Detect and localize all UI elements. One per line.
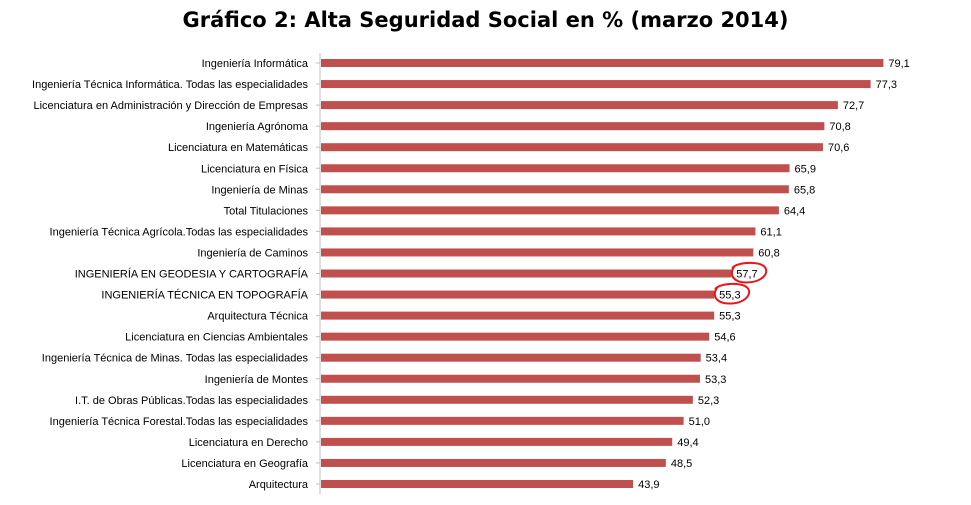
chart-title: Gráfico 2: Alta Seguridad Social en % (m… — [182, 8, 789, 32]
data-label: 65,8 — [794, 184, 815, 196]
bar — [321, 227, 756, 236]
bar — [321, 122, 825, 131]
data-label: 48,5 — [671, 458, 692, 470]
bar — [321, 480, 634, 488]
bar — [321, 269, 732, 278]
bar — [321, 437, 673, 446]
data-label: 70,8 — [829, 121, 850, 133]
category-label: Arquitectura Técnica — [207, 311, 309, 323]
bar — [321, 290, 715, 299]
category-label: Licenciatura en Matemáticas — [168, 142, 309, 154]
bar — [321, 185, 789, 194]
data-label: 70,6 — [828, 142, 849, 154]
data-label: 60,8 — [758, 247, 779, 259]
data-label: 65,9 — [795, 163, 816, 175]
bar — [321, 416, 684, 425]
bar — [321, 248, 754, 257]
category-label: I.T. de Obras Públicas.Todas las especia… — [75, 395, 308, 407]
bar — [321, 59, 884, 67]
data-label: 51,0 — [689, 416, 710, 428]
category-label: Total Titulaciones — [224, 205, 309, 217]
data-label: 54,6 — [714, 332, 735, 344]
category-label: Ingeniería Informática — [202, 58, 309, 70]
data-label: 61,1 — [760, 226, 781, 238]
bar — [321, 206, 779, 215]
highlight-circle — [730, 261, 768, 284]
category-label: Licenciatura en Administración y Direcci… — [33, 100, 308, 112]
data-label: 49,4 — [677, 437, 698, 449]
bar — [321, 332, 710, 341]
category-label: Ingeniería Técnica Agrícola.Todas las es… — [50, 226, 309, 238]
bar — [321, 143, 823, 152]
category-label: Arquitectura — [249, 479, 309, 491]
category-label: Ingeniería Técnica Informática. Todas la… — [32, 79, 308, 91]
bar — [321, 164, 790, 173]
highlight-circle — [713, 282, 751, 305]
data-label: 52,3 — [698, 395, 719, 407]
category-label: Licenciatura en Geografía — [181, 458, 308, 470]
category-label: INGENIERÍA TÉCNICA EN TOPOGRAFÍA — [101, 289, 308, 302]
data-label: 53,4 — [706, 353, 727, 365]
data-label: 79,1 — [888, 58, 909, 70]
category-label: Licenciatura en Ciencias Ambientales — [125, 332, 308, 344]
bar — [321, 101, 838, 110]
category-label: Licenciatura en Derecho — [189, 437, 308, 449]
category-label: Ingeniería de Minas — [211, 184, 308, 196]
data-label: 55,3 — [719, 290, 740, 302]
bar — [321, 311, 715, 320]
category-label: Ingeniería Técnica de Minas. Todas las e… — [42, 353, 309, 365]
bar — [321, 374, 700, 383]
data-label: 55,3 — [719, 311, 740, 323]
data-label: 53,3 — [705, 374, 726, 386]
category-label: INGENIERÍA EN GEODESIA Y CARTOGRAFÍA — [75, 268, 309, 281]
data-label: 43,9 — [638, 479, 659, 491]
data-label: 64,4 — [784, 205, 805, 217]
category-label: Ingeniería Agrónoma — [206, 121, 309, 133]
data-label: 57,7 — [736, 269, 757, 281]
bar — [321, 458, 666, 467]
data-label: 77,3 — [876, 79, 897, 91]
category-label: Ingeniería de Montes — [205, 374, 309, 386]
category-label: Ingeniería Técnica Forestal.Todas las es… — [50, 416, 309, 428]
data-label: 72,7 — [843, 100, 864, 112]
bar — [321, 395, 693, 404]
bar — [321, 353, 701, 362]
category-label: Ingeniería de Caminos — [197, 247, 308, 259]
bar — [321, 80, 871, 89]
category-label: Licenciatura en Física — [201, 163, 309, 175]
